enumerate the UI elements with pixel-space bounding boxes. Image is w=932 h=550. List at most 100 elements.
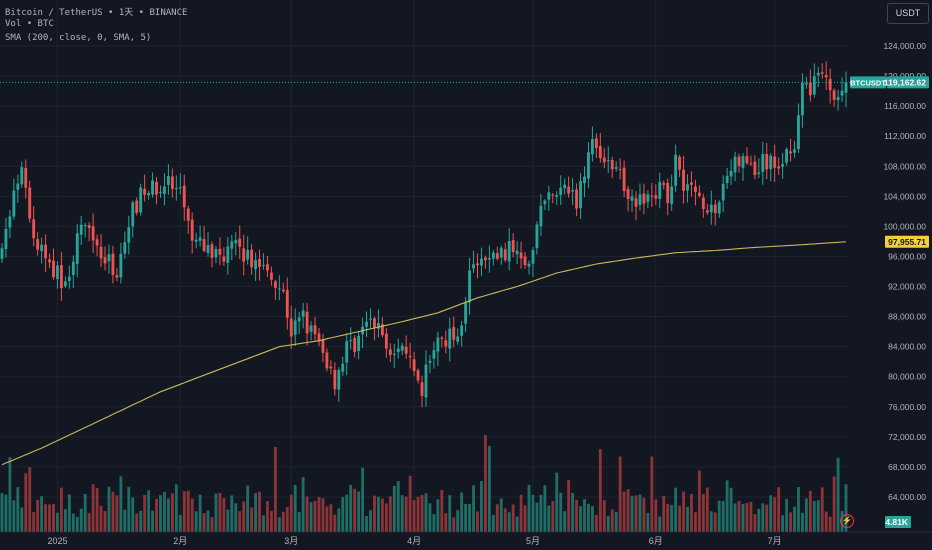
candle-body — [44, 244, 47, 259]
symbol-legend[interactable]: Bitcoin / TetherUS • 1天 • BINANCE — [5, 5, 187, 18]
volume-bar — [174, 484, 178, 532]
candle-body — [380, 324, 384, 336]
volume-bar — [781, 515, 785, 532]
volume-bar — [127, 486, 131, 532]
candle-body — [285, 290, 289, 318]
candle-body — [174, 188, 178, 190]
candle-body — [416, 370, 420, 381]
volume-bar — [59, 487, 63, 532]
volume-bar — [349, 485, 353, 532]
volume-bar — [729, 487, 733, 532]
candle-body — [206, 245, 210, 253]
candle-body — [127, 227, 131, 243]
candle-body — [511, 240, 515, 252]
volume-bar — [40, 496, 44, 532]
interval-label[interactable]: 1天 — [118, 8, 134, 18]
candle-body — [594, 138, 598, 148]
volume-bar — [63, 509, 67, 532]
candle-body — [198, 237, 202, 241]
volume-bar — [214, 493, 218, 532]
volume-bar — [206, 510, 210, 532]
candle-body — [622, 167, 626, 191]
volume-bar — [697, 470, 701, 532]
candle-body — [63, 281, 67, 287]
volume-bar — [234, 503, 238, 532]
candle-body — [258, 259, 261, 267]
volume-bar — [551, 501, 555, 532]
candle-body — [456, 336, 460, 342]
candle-body — [626, 188, 630, 200]
volume-bar — [507, 512, 511, 532]
sma-legend[interactable]: SMA (200, close, 0, SMA, 5) — [5, 33, 151, 43]
volume-bar — [464, 504, 468, 532]
candle-body — [531, 250, 535, 264]
candle-body — [40, 244, 44, 251]
volume-bar — [305, 496, 309, 532]
volume-bar — [103, 510, 107, 532]
volume-bar — [559, 492, 563, 532]
price-tick-label: 112,000.00 — [884, 131, 926, 141]
candle-body — [170, 176, 174, 189]
bolt-icon[interactable]: ⚡ — [840, 514, 854, 528]
price-tick-label: 64,000.00 — [888, 492, 926, 502]
volume-bar — [186, 490, 190, 532]
volume-bar — [658, 516, 662, 532]
candle-body — [71, 261, 75, 276]
volume-bar — [107, 486, 111, 532]
volume-bar — [436, 499, 440, 532]
candle-body — [52, 260, 55, 278]
candle-body — [75, 233, 79, 264]
candle-body — [666, 182, 670, 203]
volume-bar — [797, 487, 800, 532]
candle-body — [650, 195, 654, 197]
candle-body — [424, 364, 428, 398]
sma-line — [1, 241, 847, 466]
sma-indicator-name: SMA (200, close, 0, SMA, 5) — [5, 33, 152, 43]
volume-bar — [369, 510, 372, 532]
candle-body — [396, 348, 400, 353]
candle-body — [297, 317, 301, 322]
currency-button[interactable]: USDT — [887, 3, 929, 24]
volume-bar — [163, 491, 166, 532]
candle-body — [749, 163, 753, 165]
price-tick-label: 84,000.00 — [888, 342, 926, 352]
volume-bar — [262, 515, 265, 532]
candle-body — [777, 166, 781, 169]
volume-bar — [119, 476, 123, 532]
candle-body — [20, 167, 24, 185]
candle-body — [614, 167, 618, 169]
candle-body — [630, 196, 634, 201]
volume-bar — [614, 511, 618, 532]
volume-bar — [12, 500, 16, 532]
volume-bar — [757, 508, 761, 532]
volume-bar — [8, 457, 12, 532]
candle-body — [828, 78, 832, 91]
candle-body — [333, 369, 337, 390]
candle-body — [487, 258, 491, 260]
volume-bar — [816, 500, 820, 532]
candle-body — [670, 186, 674, 205]
candle-body — [135, 200, 139, 213]
candle-body — [210, 244, 214, 258]
price-tick-label: 88,000.00 — [888, 312, 926, 322]
candle-body — [428, 360, 432, 363]
volume-bar — [618, 456, 622, 532]
volume-bar — [83, 494, 87, 532]
candle-body — [166, 176, 170, 185]
candle-body — [400, 345, 404, 351]
candle-body — [460, 325, 464, 336]
candle-body — [745, 156, 749, 164]
volume-bar — [424, 493, 428, 532]
volume-bar — [804, 498, 808, 532]
candle-body — [535, 224, 539, 249]
candle-body — [408, 355, 412, 358]
volume-bar — [250, 507, 254, 532]
volume-bar — [674, 487, 678, 532]
price-tick-label: 96,000.00 — [888, 251, 926, 261]
volume-bar — [694, 512, 697, 532]
volume-bar — [503, 508, 507, 532]
volume-legend[interactable]: Vol • BTC — [5, 19, 54, 29]
candle-body — [741, 156, 745, 168]
volume-bar — [36, 499, 40, 532]
